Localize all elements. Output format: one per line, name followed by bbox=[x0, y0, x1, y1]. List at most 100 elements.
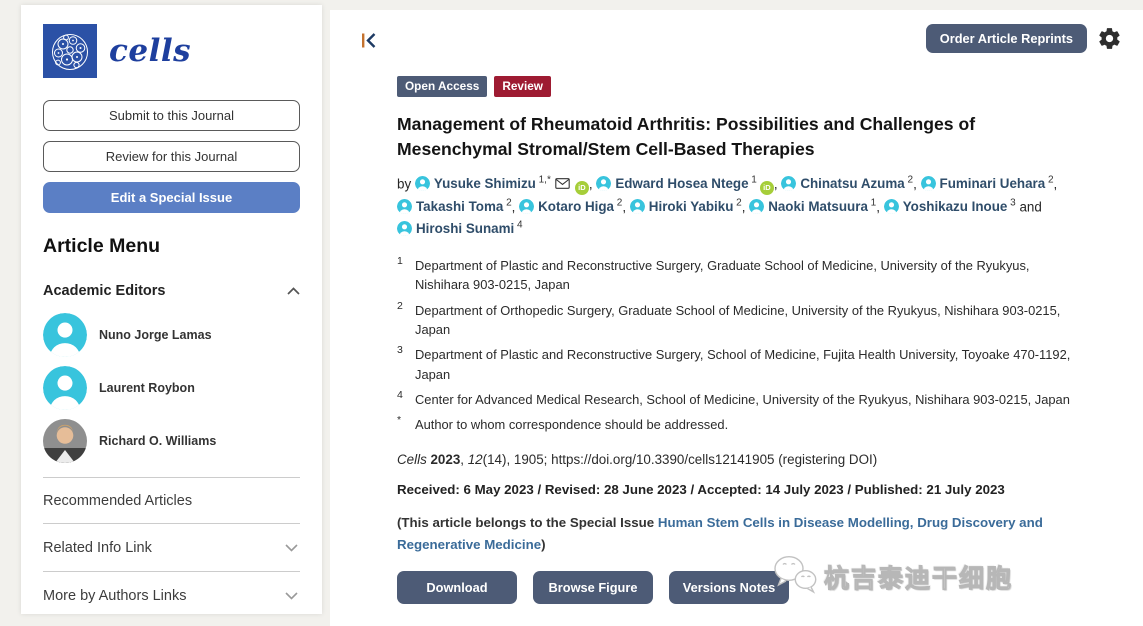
editor-richard-o-williams[interactable]: Richard O. Williams bbox=[43, 419, 300, 463]
browse-figure-button[interactable]: Browse Figure bbox=[533, 570, 653, 604]
edit-a-special-issue-button[interactable]: Edit a Special Issue bbox=[43, 182, 300, 213]
person-avatar-icon bbox=[629, 199, 645, 215]
orcid-icon[interactable]: iD bbox=[759, 181, 774, 196]
journal-logo[interactable]: cells bbox=[43, 24, 300, 78]
affiliation-superscript: 3 bbox=[1007, 197, 1016, 209]
affiliation-marker: 1 bbox=[397, 254, 403, 267]
article-title: Management of Rheumatoid Arthritis: Poss… bbox=[397, 114, 976, 159]
affiliation-superscript: 1 bbox=[748, 174, 757, 186]
affiliation-marker: 2 bbox=[397, 299, 403, 312]
chevron-down-icon bbox=[285, 539, 298, 557]
author-chinatsu-azuma[interactable]: Chinatsu Azuma 2 bbox=[781, 174, 914, 192]
sidebar-item-related-info-link[interactable]: Related Info Link bbox=[43, 524, 300, 571]
order-article-reprints-button[interactable]: Order Article Reprints bbox=[925, 24, 1087, 53]
article-header: Open Access Review Management of Rheumato… bbox=[397, 76, 1083, 604]
submit-to-this-journal-button[interactable]: Submit to this Journal bbox=[43, 100, 300, 131]
affiliation-item: 2 Department of Orthopedic Surgery, Gradu… bbox=[397, 299, 1083, 340]
orcid-icon[interactable]: iD bbox=[574, 181, 589, 196]
sidebar-item-label: Recommended Articles bbox=[43, 493, 193, 509]
affiliation-marker: 4 bbox=[397, 389, 403, 402]
author-name: Hiroshi Sunami bbox=[416, 220, 515, 236]
main-content: Order Article Reprints Open Access Review… bbox=[330, 10, 1143, 626]
sidebar-item-label: More by Authors Links bbox=[43, 588, 187, 604]
author-yoshikazu-inoue[interactable]: Yoshikazu Inoue 3 bbox=[883, 197, 1016, 215]
author-naoki-matsuura[interactable]: Naoki Matsuura 1 bbox=[749, 198, 876, 215]
email-icon[interactable] bbox=[555, 174, 570, 195]
affiliation-superscript: 4 bbox=[514, 219, 523, 231]
download-button[interactable]: Download bbox=[397, 570, 517, 604]
author-name: Yusuke Shimizu bbox=[433, 176, 536, 192]
author-hiroshi-sunami[interactable]: Hiroshi Sunami 4 bbox=[397, 219, 523, 236]
person-avatar-icon bbox=[596, 176, 612, 192]
affiliation-superscript: 2 bbox=[1045, 174, 1054, 186]
by-label: by bbox=[397, 176, 412, 192]
affiliation-text: Author to whom correspondence should be … bbox=[415, 417, 729, 433]
person-avatar-icon bbox=[414, 176, 430, 192]
chevron-down-icon bbox=[285, 587, 298, 605]
person-avatar-icon bbox=[920, 176, 936, 192]
author-edward-hosea-ntege[interactable]: Edward Hosea Ntege 1iD bbox=[596, 174, 774, 196]
authors-line: by Yusuke Shimizu 1,*iD, Edward Hosea Nt… bbox=[397, 174, 1058, 236]
sidebar-item-recommended-articles[interactable]: Recommended Articles bbox=[43, 478, 300, 523]
watermark: 杭吉泰迪干细胞 bbox=[772, 554, 1013, 599]
author-name: Hiroki Yabiku bbox=[648, 199, 734, 215]
affiliation-superscript: 2 bbox=[614, 197, 623, 209]
person-avatar-icon bbox=[781, 176, 797, 192]
affiliation-item: 1 Department of Plastic and Reconstructiv… bbox=[397, 254, 1083, 295]
affiliation-superscript: 2 bbox=[503, 197, 512, 209]
journal-name: cells bbox=[109, 33, 192, 69]
versions-notes-button[interactable]: Versions Notes bbox=[669, 570, 789, 604]
academic-editors-title: Academic Editors bbox=[43, 283, 166, 299]
affiliation-superscript: 1,* bbox=[535, 174, 551, 186]
person-avatar-icon bbox=[397, 220, 412, 236]
affiliations-list: 1 Department of Plastic and Reconstructiv… bbox=[397, 254, 1083, 435]
affiliation-item: * Author to whom correspondence should be… bbox=[397, 414, 1083, 434]
person-avatar-icon bbox=[519, 199, 535, 215]
divider bbox=[43, 477, 300, 478]
author-name: Yoshikazu Inoue bbox=[902, 199, 1008, 215]
author-name: Fuminari Uehara bbox=[939, 176, 1046, 192]
divider bbox=[43, 523, 300, 524]
special-issue-line: (This article belongs to the Special Iss… bbox=[397, 514, 1043, 552]
person-avatar-icon bbox=[397, 199, 412, 215]
affiliation-marker: * bbox=[397, 414, 402, 427]
sidebar-item-label: Related Info Link bbox=[43, 540, 152, 556]
action-buttons-row: Download Browse Figure Versions Notes bbox=[397, 570, 1083, 604]
affiliation-superscript: 2 bbox=[904, 174, 914, 186]
badges-row: Open Access Review bbox=[397, 76, 1083, 97]
sidebar-links: Recommended Articles Related Info Link Mor… bbox=[43, 478, 300, 619]
author-name: Naoki Matsuura bbox=[768, 199, 868, 215]
sidebar-item-more-by-authors-links[interactable]: More by Authors Links bbox=[43, 572, 300, 619]
citation-note: (registering DOI) bbox=[774, 451, 878, 467]
watermark-text: 杭吉泰迪干细胞 bbox=[823, 564, 1013, 593]
affiliation-text: Department of Plastic and Reconstructive… bbox=[415, 347, 1071, 382]
author-hiroki-yabiku[interactable]: Hiroki Yabiku 2 bbox=[629, 197, 742, 215]
special-issue-link[interactable]: Human Stem Cells in Disease Modelling, D… bbox=[397, 514, 1043, 552]
academic-editors-header[interactable]: Academic Editors bbox=[43, 282, 300, 300]
collapse-sidebar-icon[interactable] bbox=[361, 32, 378, 54]
citation-volume: 12 bbox=[467, 451, 483, 467]
person-avatar-icon bbox=[883, 199, 899, 215]
gear-icon[interactable] bbox=[1097, 26, 1122, 56]
person-avatar-icon bbox=[749, 199, 765, 215]
author-yusuke-shimizu[interactable]: Yusuke Shimizu 1,* iD bbox=[414, 174, 589, 196]
author-fuminari-uehara[interactable]: Fuminari Uehara 2 bbox=[920, 174, 1054, 192]
citation-year: 2023 bbox=[430, 451, 461, 467]
affiliation-text: Center for Advanced Medical Research, Sc… bbox=[415, 392, 1070, 408]
author-kotaro-higa[interactable]: Kotaro Higa 2 bbox=[519, 197, 623, 215]
editor-name: Nuno Jorge Lamas bbox=[99, 328, 212, 342]
article-menu-title: Article Menu bbox=[43, 235, 161, 257]
editor-laurent-roybon[interactable]: Laurent Roybon bbox=[43, 366, 300, 410]
author-name: Chinatsu Azuma bbox=[800, 176, 905, 192]
affiliation-item: 4 Center for Advanced Medical Research, S… bbox=[397, 389, 1083, 409]
open-access-badge: Open Access bbox=[397, 76, 488, 97]
wechat-icon bbox=[772, 554, 818, 599]
review-for-this-journal-button[interactable]: Review for this Journal bbox=[43, 141, 300, 172]
author-name: Edward Hosea Ntege bbox=[615, 176, 749, 192]
author-takashi-toma[interactable]: Takashi Toma 2 bbox=[397, 197, 512, 215]
doi-link[interactable]: https://doi.org/10.3390/cells12141905 bbox=[551, 451, 775, 467]
affiliation-superscript: 2 bbox=[733, 197, 742, 209]
editor-nuno-jorge-lamas[interactable]: Nuno Jorge Lamas bbox=[43, 313, 300, 357]
affiliation-item: 3 Department of Plastic and Reconstructiv… bbox=[397, 344, 1083, 384]
editor-name: Laurent Roybon bbox=[99, 381, 195, 395]
